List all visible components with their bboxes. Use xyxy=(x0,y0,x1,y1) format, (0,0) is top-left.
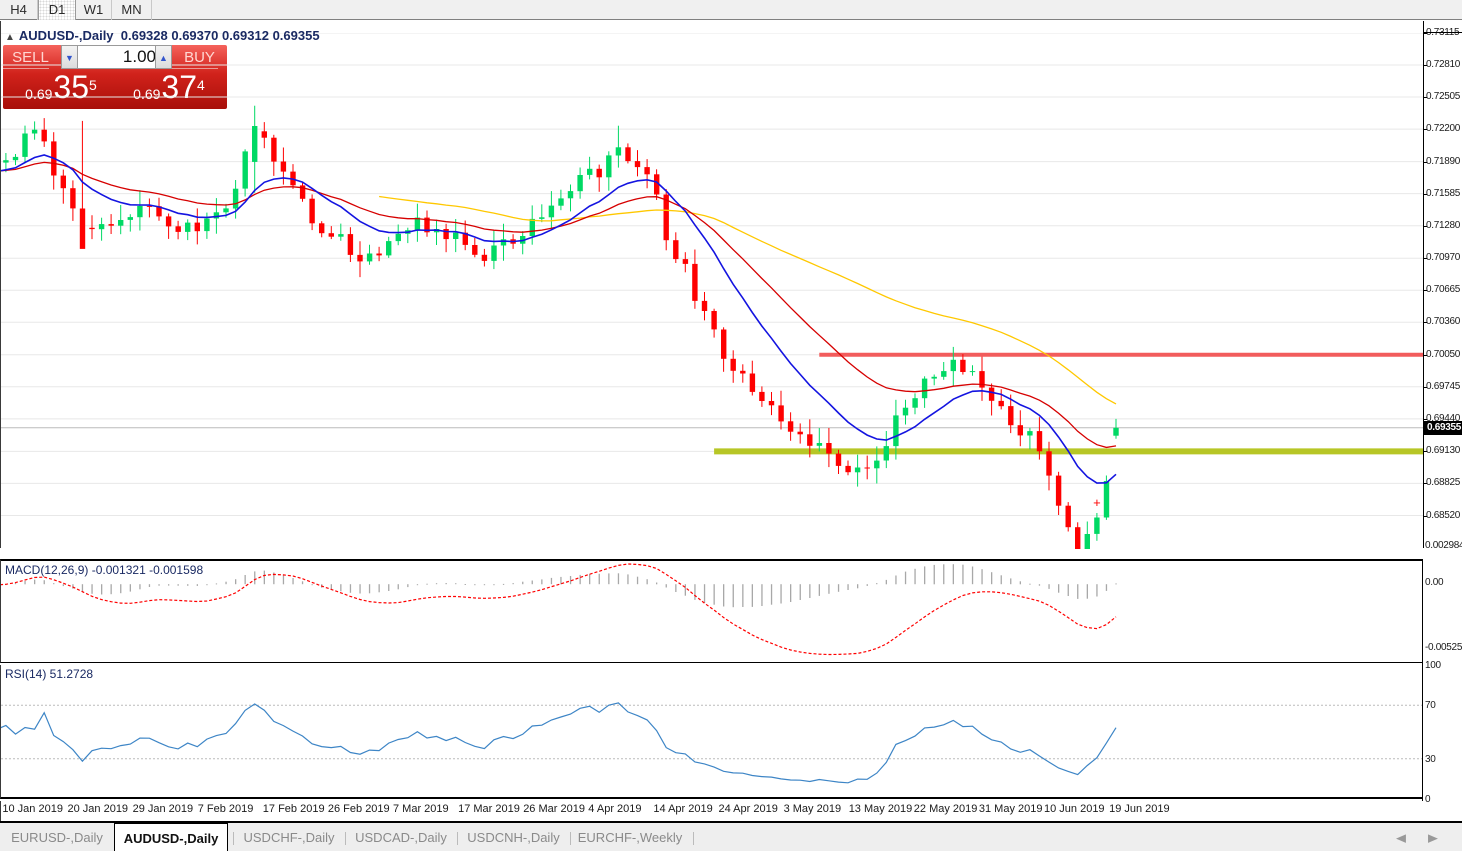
svg-text:+: + xyxy=(1093,495,1101,510)
